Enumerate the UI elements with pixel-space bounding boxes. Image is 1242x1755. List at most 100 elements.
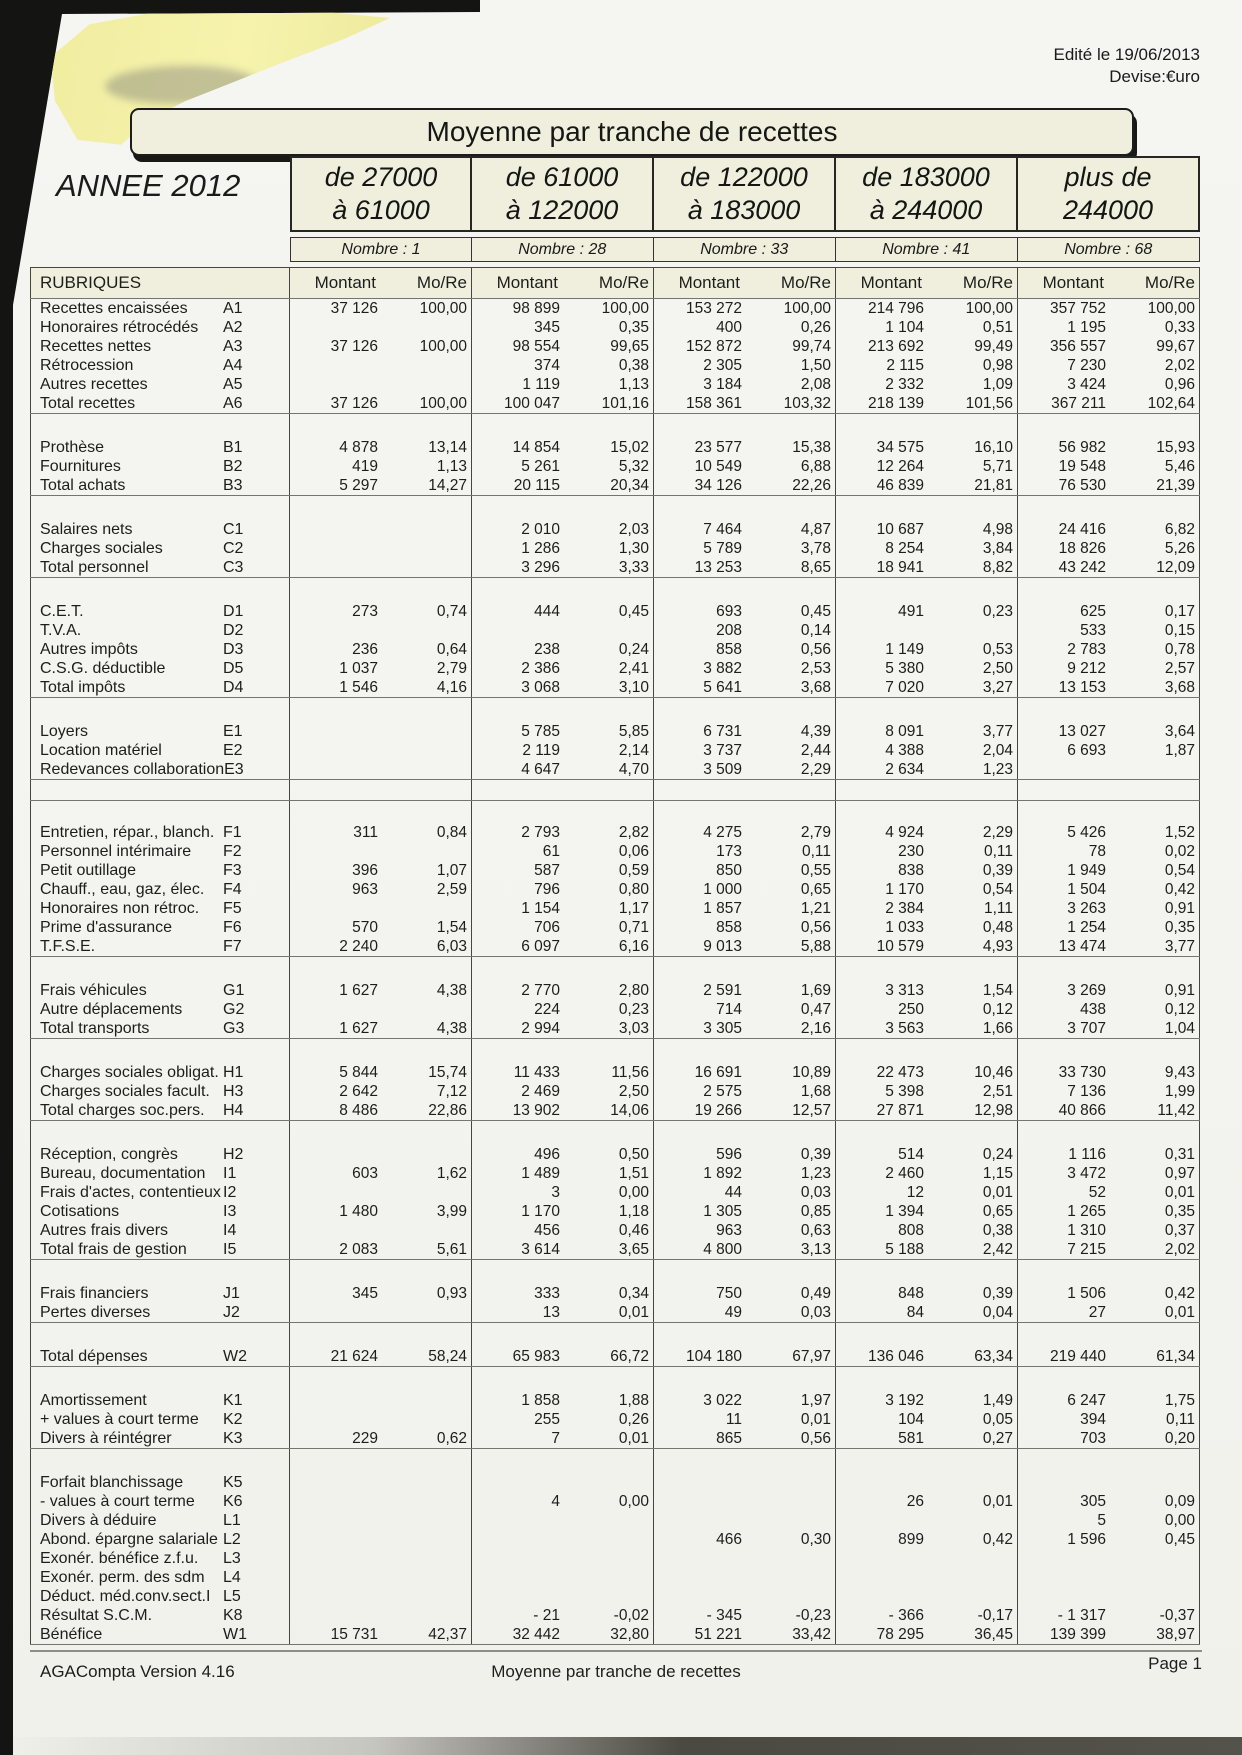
row-code: E2 — [223, 741, 243, 759]
row-label-cell: Loyers E1 — [30, 722, 290, 741]
cell-montant: 4 388 — [885, 741, 924, 759]
cell-mo-re — [1120, 780, 1200, 800]
cell-montant — [836, 621, 938, 640]
row-label: Divers à réintégrer — [40, 1429, 172, 1447]
cell-montant — [290, 1410, 392, 1429]
cell-montant: 3 263 — [1067, 899, 1106, 917]
cell-montant: 14 854 — [512, 438, 560, 456]
row-code: D3 — [223, 640, 244, 658]
cell-mo-re — [756, 1492, 836, 1511]
row-label: Pertes diverses — [40, 1303, 151, 1321]
cell-montant: 4 878 — [339, 438, 378, 456]
cell-mo-re: 99,49 — [938, 337, 1018, 356]
spacer-row — [30, 1260, 1200, 1284]
cell-montant: 2 591 — [703, 981, 742, 999]
cell-montant — [836, 1367, 938, 1391]
cell-mo-re — [938, 698, 1018, 722]
row-label: Location matériel — [40, 741, 162, 759]
cell-montant: 456 — [534, 1221, 560, 1239]
cell-montant: 2 575 — [703, 1082, 742, 1100]
cell-montant: 7 464 — [703, 520, 742, 538]
mo-re-header: Mo/Re — [1120, 268, 1200, 298]
cell-montant — [836, 496, 938, 520]
cell-mo-re: 0,11 — [1120, 1410, 1200, 1429]
cell-montant: 139 399 — [1049, 1625, 1106, 1643]
cell-mo-re: 2,57 — [1120, 659, 1200, 678]
cell-montant: 603 — [352, 1164, 378, 1182]
cell-montant: 533 — [1080, 621, 1106, 639]
page-title: Moyenne par tranche de recettes — [426, 116, 838, 147]
cell-mo-re — [574, 957, 654, 981]
cell-mo-re: 1,54 — [392, 918, 472, 937]
cell-mo-re: 0,01 — [938, 1183, 1018, 1202]
cell-montant: 2 994 — [521, 1019, 560, 1037]
cell-mo-re — [938, 957, 1018, 981]
cell-mo-re: 0,71 — [574, 918, 654, 937]
cell-mo-re: 0,17 — [1120, 602, 1200, 621]
cell-montant: 1 116 — [1068, 1145, 1106, 1163]
cell-mo-re — [574, 1449, 654, 1473]
cell-montant — [290, 1367, 392, 1391]
cell-mo-re: 15,74 — [392, 1063, 472, 1082]
cell-montant — [290, 899, 392, 918]
spacer-row — [30, 496, 1200, 520]
cell-mo-re: 1,30 — [574, 539, 654, 558]
cell-montant — [836, 698, 938, 722]
row-label: Recettes encaissées — [40, 299, 188, 317]
cell-montant: 3 184 — [703, 375, 742, 393]
table-section: Charges sociales obligat. H1 5 844 15,74 11 … — [30, 1063, 1200, 1121]
cell-montant: - 345 — [706, 1606, 742, 1624]
cell-mo-re: 3,10 — [574, 678, 654, 697]
cell-montant — [472, 1323, 574, 1347]
cell-mo-re: 5,32 — [574, 457, 654, 476]
cell-mo-re — [1120, 1473, 1200, 1492]
cell-montant — [290, 520, 392, 539]
row-label-cell: Autre déplacements G2 — [30, 1000, 290, 1019]
cell-mo-re: 15,93 — [1120, 438, 1200, 457]
cell-montant: 153 272 — [685, 299, 742, 317]
row-code: K5 — [223, 1473, 243, 1491]
cell-montant — [290, 957, 392, 981]
spacer-row — [30, 698, 1200, 722]
cell-montant — [290, 1039, 392, 1063]
cell-montant: 27 871 — [876, 1101, 924, 1119]
montant-header: Montant — [290, 268, 392, 298]
cell-mo-re: 3,77 — [1120, 937, 1200, 956]
table-section: Forfait blanchissage K5- values à court t… — [30, 1473, 1200, 1645]
cell-montant — [1018, 698, 1120, 722]
row-code: L2 — [223, 1530, 241, 1548]
row-label: Autres impôts — [40, 640, 138, 658]
cell-mo-re: 0,62 — [392, 1429, 472, 1448]
cell-montant — [290, 1449, 392, 1473]
row-label: Total frais de gestion — [40, 1240, 187, 1258]
cell-montant: 2 460 — [885, 1164, 924, 1182]
cell-montant: 374 — [534, 356, 560, 374]
row-label: Total dépenses — [40, 1347, 148, 1365]
cell-montant: 76 530 — [1058, 476, 1106, 494]
cell-montant: 2 115 — [886, 356, 924, 374]
table-row: Total personnel C3 3 296 3,33 13 253 8,65 18 9… — [30, 558, 1200, 577]
cell-montant: 1 627 — [339, 1019, 378, 1037]
row-code: F2 — [223, 842, 242, 860]
mo-re-header: Mo/Re — [392, 268, 472, 298]
cell-montant: 32 442 — [512, 1625, 560, 1643]
row-code: B3 — [223, 476, 243, 494]
cell-montant: 514 — [898, 1145, 924, 1163]
cell-montant — [1018, 957, 1120, 981]
cell-mo-re: 0,03 — [756, 1303, 836, 1322]
cell-montant: 5 297 — [339, 476, 378, 494]
table-row: Cotisations I3 1 480 3,99 1 170 1,18 1 305 0,85… — [30, 1202, 1200, 1221]
cell-mo-re: 2,50 — [574, 1082, 654, 1101]
cell-mo-re: 0,64 — [392, 640, 472, 659]
table-row: Recettes nettes A3 37 126 100,00 98 554 99,65… — [30, 337, 1200, 356]
cell-montant: 238 — [534, 640, 560, 658]
row-label: Chauff., eau, gaz, élec. — [40, 880, 205, 898]
cell-mo-re — [756, 414, 836, 438]
table-subheader: RUBRIQUES Montant Mo/Re Montant Mo/Re Montant… — [30, 267, 1200, 299]
cell-mo-re — [1120, 1568, 1200, 1587]
table-row: Entretien, répar., blanch. F1 311 0,84 2 793… — [30, 823, 1200, 842]
cell-mo-re — [756, 1039, 836, 1063]
cell-mo-re: 0,02 — [1120, 842, 1200, 861]
cell-montant: 8 254 — [885, 539, 924, 557]
cell-mo-re — [574, 1260, 654, 1284]
